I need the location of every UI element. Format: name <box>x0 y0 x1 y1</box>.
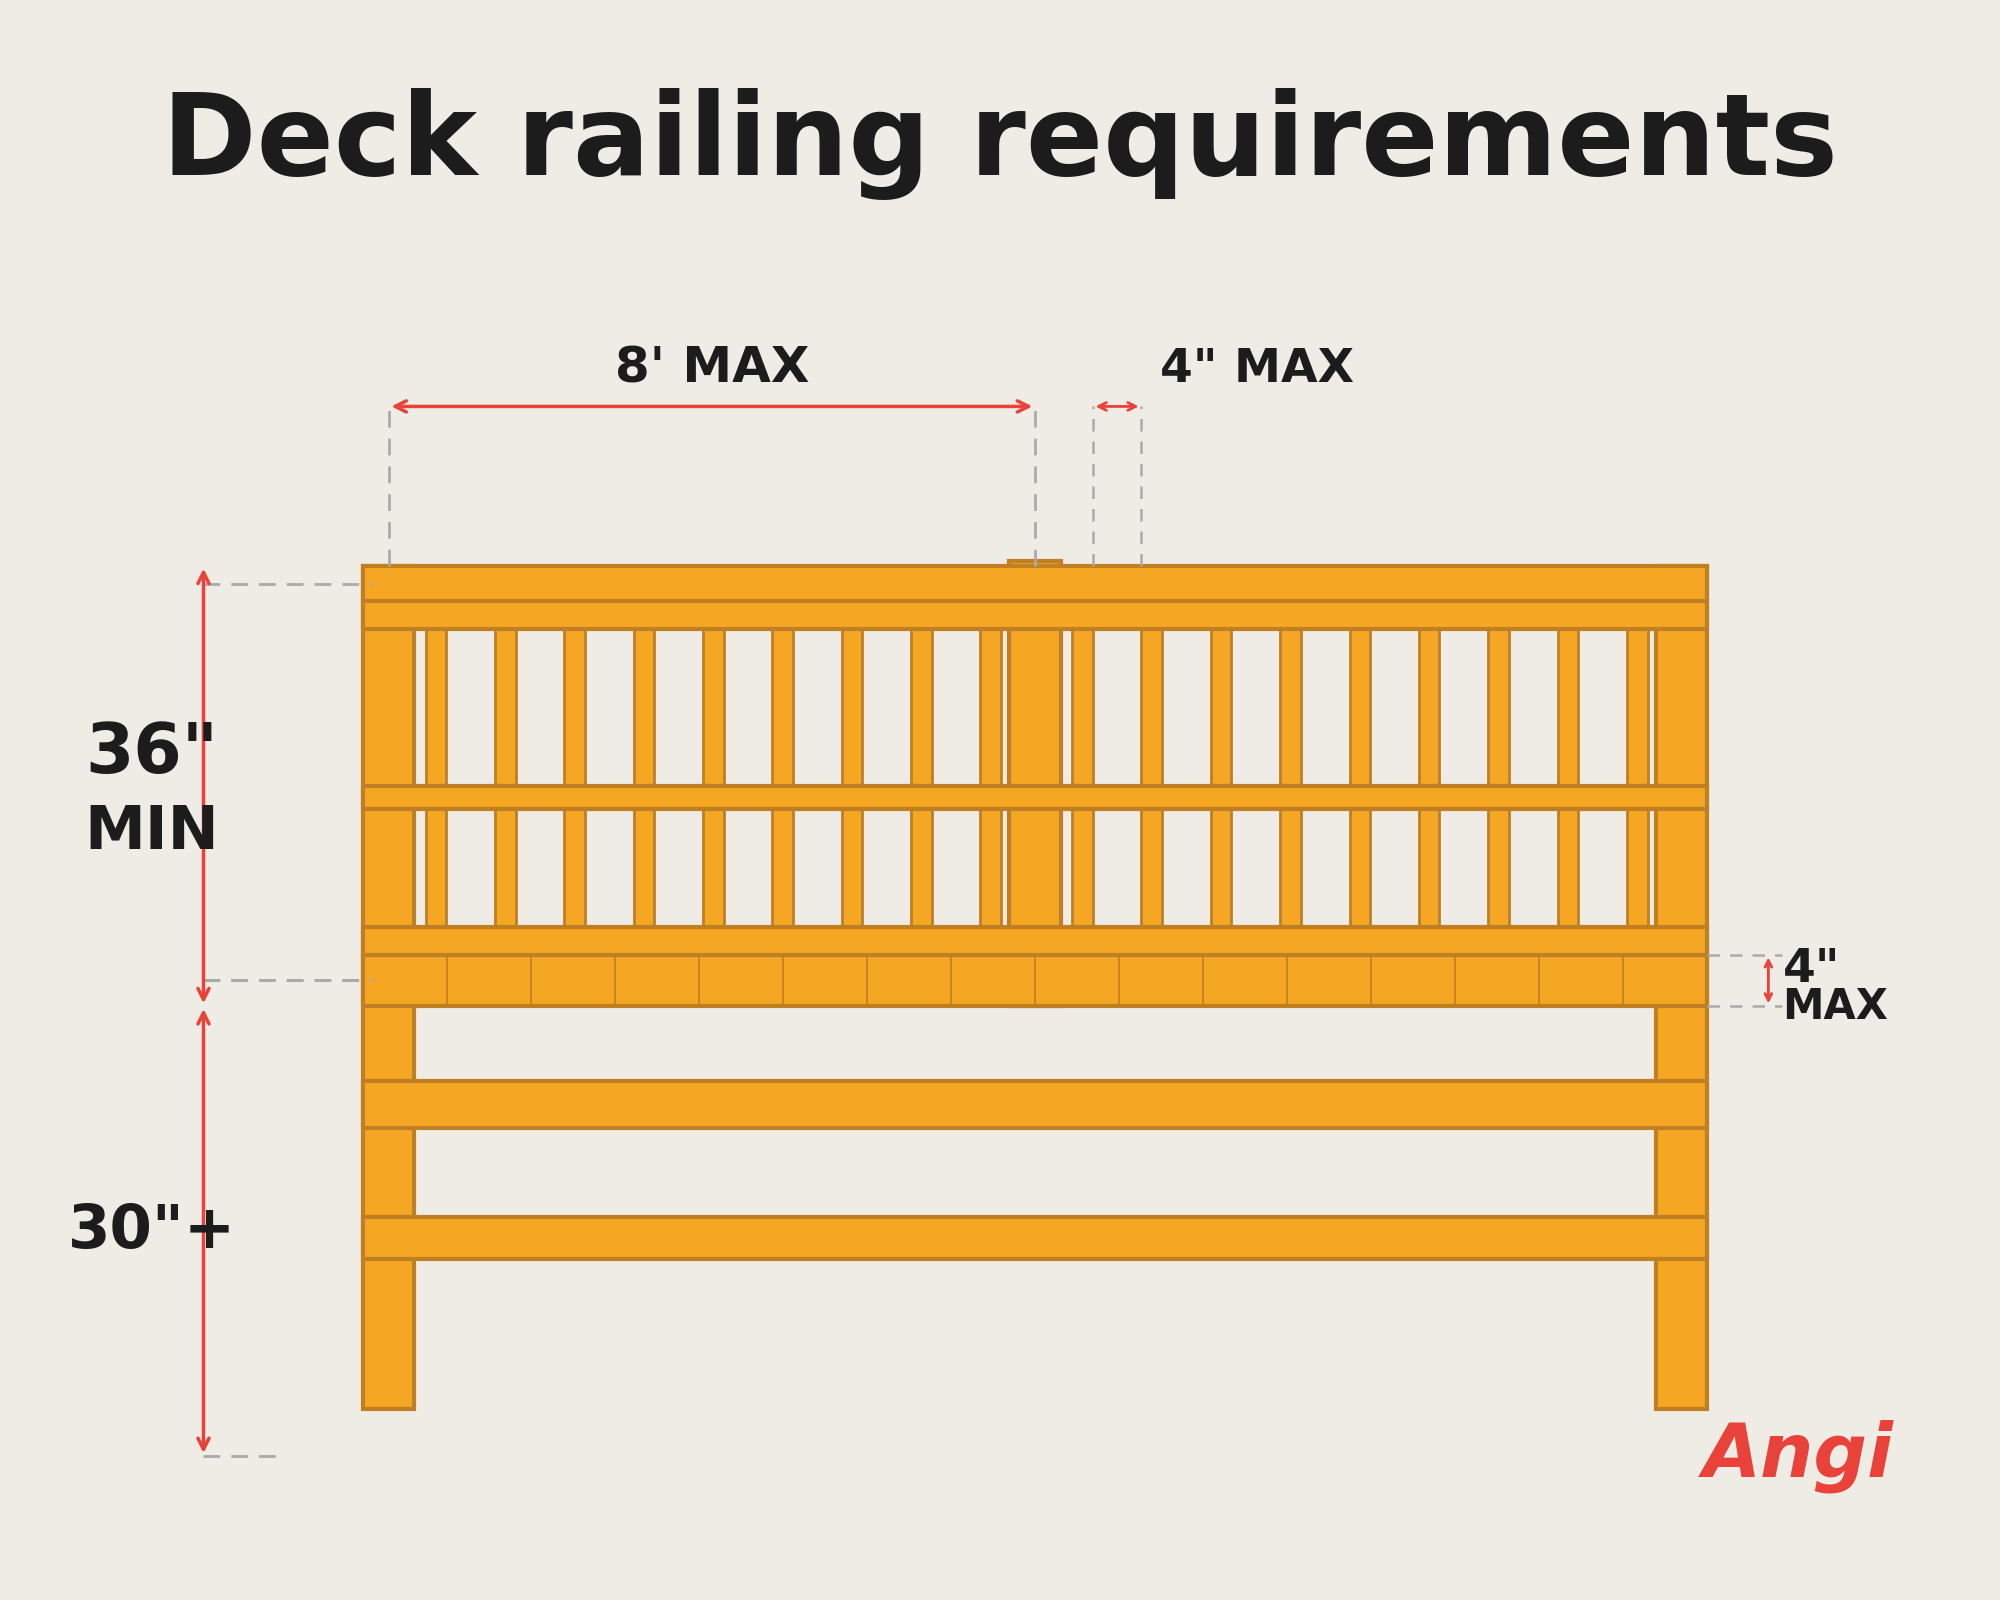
Bar <box>564 629 584 926</box>
Bar <box>1142 629 1162 926</box>
Text: 4": 4" <box>1782 947 1840 992</box>
Bar <box>1488 629 1508 926</box>
Text: 30"+: 30"+ <box>68 1202 236 1261</box>
Bar <box>1558 629 1578 926</box>
Bar <box>634 629 654 926</box>
Bar <box>702 629 724 926</box>
Bar <box>1656 566 1708 1410</box>
Bar <box>1418 629 1440 926</box>
Bar <box>362 955 1708 1006</box>
Text: MAX: MAX <box>1782 986 1888 1027</box>
Bar <box>980 629 1000 926</box>
Bar <box>1072 629 1092 926</box>
Text: 8' MAX: 8' MAX <box>614 344 810 392</box>
Text: 36": 36" <box>86 720 218 787</box>
Bar <box>1210 629 1232 926</box>
Bar <box>1626 629 1648 926</box>
Bar <box>362 566 414 1410</box>
Bar <box>362 566 1708 602</box>
Text: Angi: Angi <box>1702 1419 1894 1493</box>
Text: Deck railing requirements: Deck railing requirements <box>162 88 1838 200</box>
Bar <box>1010 562 1060 1006</box>
Bar <box>1280 629 1300 926</box>
Bar <box>842 629 862 926</box>
Bar <box>1350 629 1370 926</box>
Bar <box>362 1218 1708 1259</box>
Bar <box>910 629 932 926</box>
Text: 4" MAX: 4" MAX <box>1160 347 1354 392</box>
Bar <box>426 629 446 926</box>
Bar <box>362 602 1708 629</box>
Bar <box>494 629 516 926</box>
Bar <box>772 629 792 926</box>
Bar <box>362 786 1708 810</box>
Bar <box>362 1082 1708 1128</box>
Text: MIN: MIN <box>84 803 220 862</box>
Bar <box>362 926 1708 955</box>
